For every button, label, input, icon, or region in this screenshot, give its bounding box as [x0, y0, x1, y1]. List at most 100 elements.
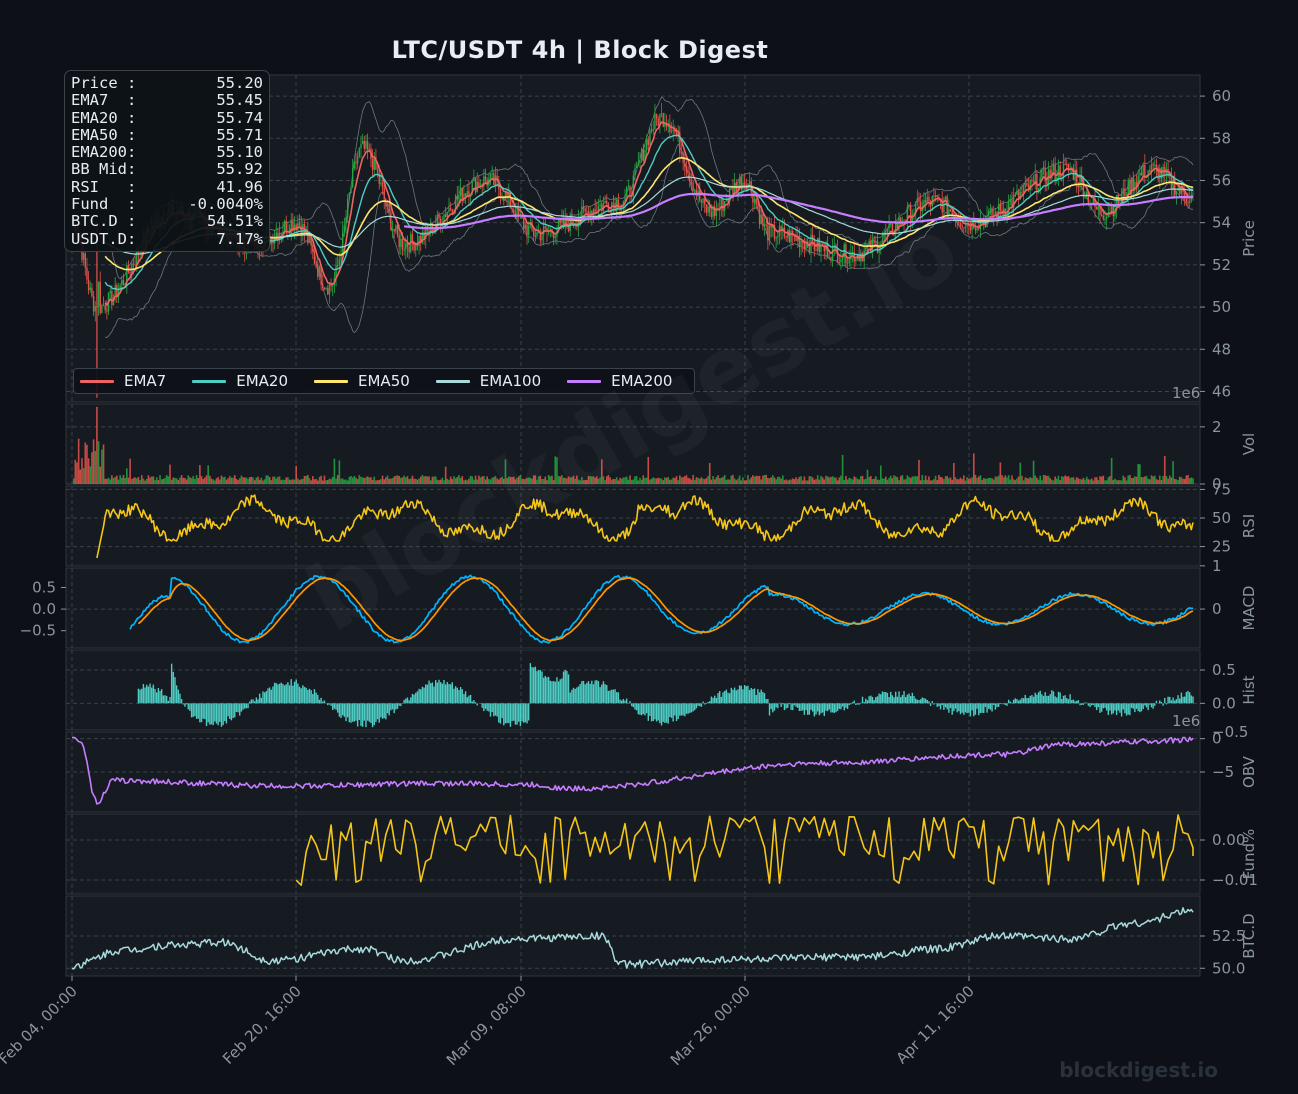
histogram-bar [1188, 692, 1191, 704]
candle-body [506, 191, 508, 198]
volume-bar [640, 479, 643, 484]
volume-bar [499, 477, 502, 484]
volume-bar [1075, 477, 1078, 484]
candle-body [428, 230, 430, 233]
histogram-bar [398, 703, 400, 706]
histogram-bar [413, 694, 415, 704]
histogram-bar [611, 689, 613, 704]
candle-body [918, 198, 920, 202]
candle-body [449, 207, 452, 210]
volume-bar [987, 477, 990, 484]
histogram-bar [775, 703, 777, 708]
histogram-bar [308, 688, 311, 704]
histogram-bar [569, 692, 571, 704]
candle-body [325, 288, 327, 290]
volume-bar [416, 479, 419, 484]
volume-bar [898, 480, 900, 484]
histogram-bar [579, 683, 581, 704]
histogram-bar [838, 703, 840, 709]
candle-body [106, 310, 108, 312]
histogram-bar [388, 703, 390, 716]
candle-body [393, 229, 395, 232]
histogram-bar [1190, 695, 1193, 704]
volume-bar [933, 479, 935, 484]
candle-body [921, 207, 923, 212]
histogram-bar [302, 685, 304, 704]
volume-bar [707, 475, 709, 484]
histogram-bar [983, 703, 985, 714]
info-label: BTC.D : [71, 212, 137, 231]
volume-bar [154, 480, 156, 484]
histogram-bar [946, 703, 948, 710]
volume-bar [511, 476, 513, 484]
histogram-bar [229, 703, 231, 719]
info-label: EMA20 : [71, 108, 137, 127]
candle-body [1107, 212, 1110, 218]
histogram-bar [1132, 703, 1134, 709]
histogram-bar [275, 683, 277, 704]
candle-body [318, 265, 321, 277]
histogram-bar [1160, 701, 1163, 704]
x-tick-label: Mar 26, 00:00 [667, 982, 754, 1069]
candle-body [679, 132, 681, 154]
volume-bar [994, 476, 997, 484]
histogram-bar [346, 703, 349, 718]
histogram-bar [963, 703, 965, 715]
candle-body [356, 156, 359, 164]
volume-bar [823, 479, 826, 484]
histogram-bar [599, 687, 601, 704]
candle-body [664, 123, 666, 127]
candle-body [471, 181, 473, 194]
volume-bar [87, 458, 90, 484]
histogram-bar [1039, 690, 1041, 704]
volume-bar [886, 479, 889, 484]
histogram-bar [519, 703, 522, 727]
candle-body [315, 263, 317, 267]
histogram-bar [1150, 703, 1153, 708]
histogram-bar [328, 703, 331, 705]
volume-bar [134, 477, 136, 484]
histogram-bar [1044, 692, 1046, 704]
histogram-bar [954, 703, 957, 709]
candle-body [1104, 218, 1106, 220]
histogram-bar [725, 689, 728, 704]
histogram-bar [554, 681, 556, 704]
histogram-bar [747, 685, 749, 704]
histogram-bar [994, 703, 997, 710]
candle-body [831, 246, 834, 261]
histogram-bar [589, 683, 591, 704]
volume-bar [388, 478, 391, 484]
histogram-bar [742, 689, 744, 704]
volume-bar [1102, 475, 1105, 484]
histogram-bar [1057, 691, 1060, 704]
histogram-bar [697, 703, 699, 706]
candle-body [131, 263, 133, 273]
volume-bar [458, 475, 460, 484]
candle-body [793, 235, 796, 237]
candle-body [1164, 166, 1166, 174]
histogram-bar [439, 682, 442, 704]
histogram-bar [640, 703, 643, 716]
volume-bar [835, 477, 837, 484]
volume-bar [818, 479, 821, 484]
histogram-bar [222, 703, 224, 726]
volume-bar [972, 453, 975, 484]
candle-body [1076, 169, 1078, 183]
histogram-bar [805, 703, 807, 711]
volume-bar [1134, 476, 1136, 484]
candle-body [923, 200, 925, 208]
volume-bar [463, 480, 465, 484]
volume-bar [253, 480, 256, 484]
candle-body [770, 224, 772, 228]
volume-bar [102, 444, 105, 484]
volume-bar [612, 478, 615, 484]
x-tick-label: Feb 20, 16:00 [219, 982, 305, 1068]
histogram-bar [630, 703, 633, 707]
candle-body [295, 224, 297, 231]
volume-bar [720, 477, 723, 484]
histogram-bar [461, 689, 463, 704]
histogram-bar [484, 703, 487, 709]
volume-bar [1019, 462, 1022, 484]
candle-body [323, 288, 326, 290]
histogram-bar [227, 703, 229, 717]
